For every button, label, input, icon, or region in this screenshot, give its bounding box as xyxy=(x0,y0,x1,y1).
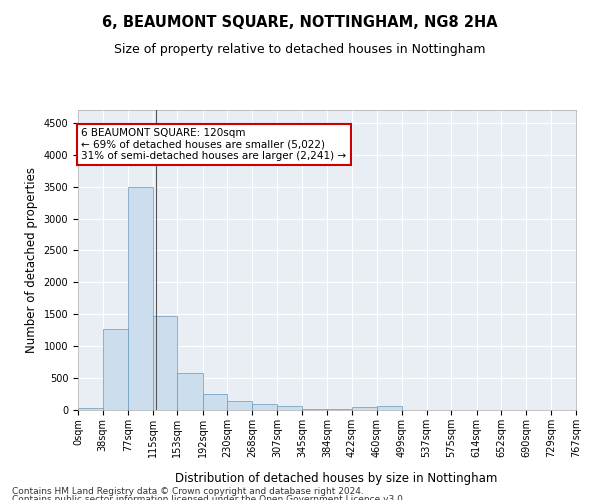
Bar xyxy=(203,394,227,410)
Bar xyxy=(78,408,103,410)
Y-axis label: Number of detached properties: Number of detached properties xyxy=(25,167,38,353)
Bar xyxy=(277,406,302,410)
Bar xyxy=(328,409,352,410)
Text: 6 BEAUMONT SQUARE: 120sqm
← 69% of detached houses are smaller (5,022)
31% of se: 6 BEAUMONT SQUARE: 120sqm ← 69% of detac… xyxy=(81,128,346,161)
Bar xyxy=(352,407,377,410)
Bar xyxy=(377,406,402,410)
Bar xyxy=(302,408,328,410)
Bar xyxy=(252,404,277,410)
Text: Contains public sector information licensed under the Open Government Licence v3: Contains public sector information licen… xyxy=(12,495,406,500)
Text: 6, BEAUMONT SQUARE, NOTTINGHAM, NG8 2HA: 6, BEAUMONT SQUARE, NOTTINGHAM, NG8 2HA xyxy=(102,15,498,30)
Bar xyxy=(103,329,128,410)
Bar xyxy=(152,316,178,410)
Text: Distribution of detached houses by size in Nottingham: Distribution of detached houses by size … xyxy=(175,472,497,485)
Text: Contains HM Land Registry data © Crown copyright and database right 2024.: Contains HM Land Registry data © Crown c… xyxy=(12,488,364,496)
Bar xyxy=(178,373,203,410)
Bar xyxy=(227,401,252,410)
Text: Size of property relative to detached houses in Nottingham: Size of property relative to detached ho… xyxy=(114,42,486,56)
Bar xyxy=(128,186,152,410)
